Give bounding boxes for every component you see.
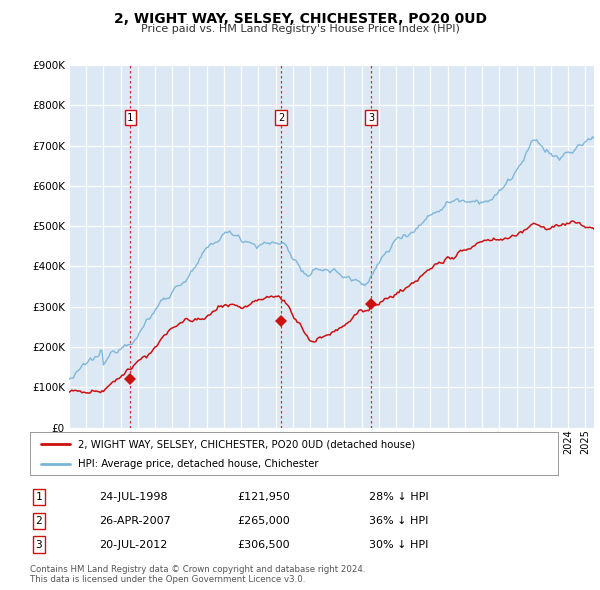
Text: 1: 1 <box>35 493 43 502</box>
Text: Contains HM Land Registry data © Crown copyright and database right 2024.
This d: Contains HM Land Registry data © Crown c… <box>30 565 365 584</box>
Text: 2, WIGHT WAY, SELSEY, CHICHESTER, PO20 0UD: 2, WIGHT WAY, SELSEY, CHICHESTER, PO20 0… <box>113 12 487 26</box>
Text: 28% ↓ HPI: 28% ↓ HPI <box>369 493 428 502</box>
Text: Price paid vs. HM Land Registry's House Price Index (HPI): Price paid vs. HM Land Registry's House … <box>140 24 460 34</box>
Text: £265,000: £265,000 <box>237 516 290 526</box>
Text: 3: 3 <box>368 113 374 123</box>
Text: 2: 2 <box>278 113 284 123</box>
Text: 24-JUL-1998: 24-JUL-1998 <box>99 493 167 502</box>
Text: 2, WIGHT WAY, SELSEY, CHICHESTER, PO20 0UD (detached house): 2, WIGHT WAY, SELSEY, CHICHESTER, PO20 0… <box>77 440 415 450</box>
Text: 1: 1 <box>127 113 133 123</box>
Text: HPI: Average price, detached house, Chichester: HPI: Average price, detached house, Chic… <box>77 460 318 469</box>
Text: £306,500: £306,500 <box>237 540 290 549</box>
Text: 3: 3 <box>35 540 43 549</box>
Text: £121,950: £121,950 <box>237 493 290 502</box>
Text: 36% ↓ HPI: 36% ↓ HPI <box>369 516 428 526</box>
Text: 2: 2 <box>35 516 43 526</box>
Text: 20-JUL-2012: 20-JUL-2012 <box>99 540 167 549</box>
Text: 26-APR-2007: 26-APR-2007 <box>99 516 171 526</box>
Text: 30% ↓ HPI: 30% ↓ HPI <box>369 540 428 549</box>
